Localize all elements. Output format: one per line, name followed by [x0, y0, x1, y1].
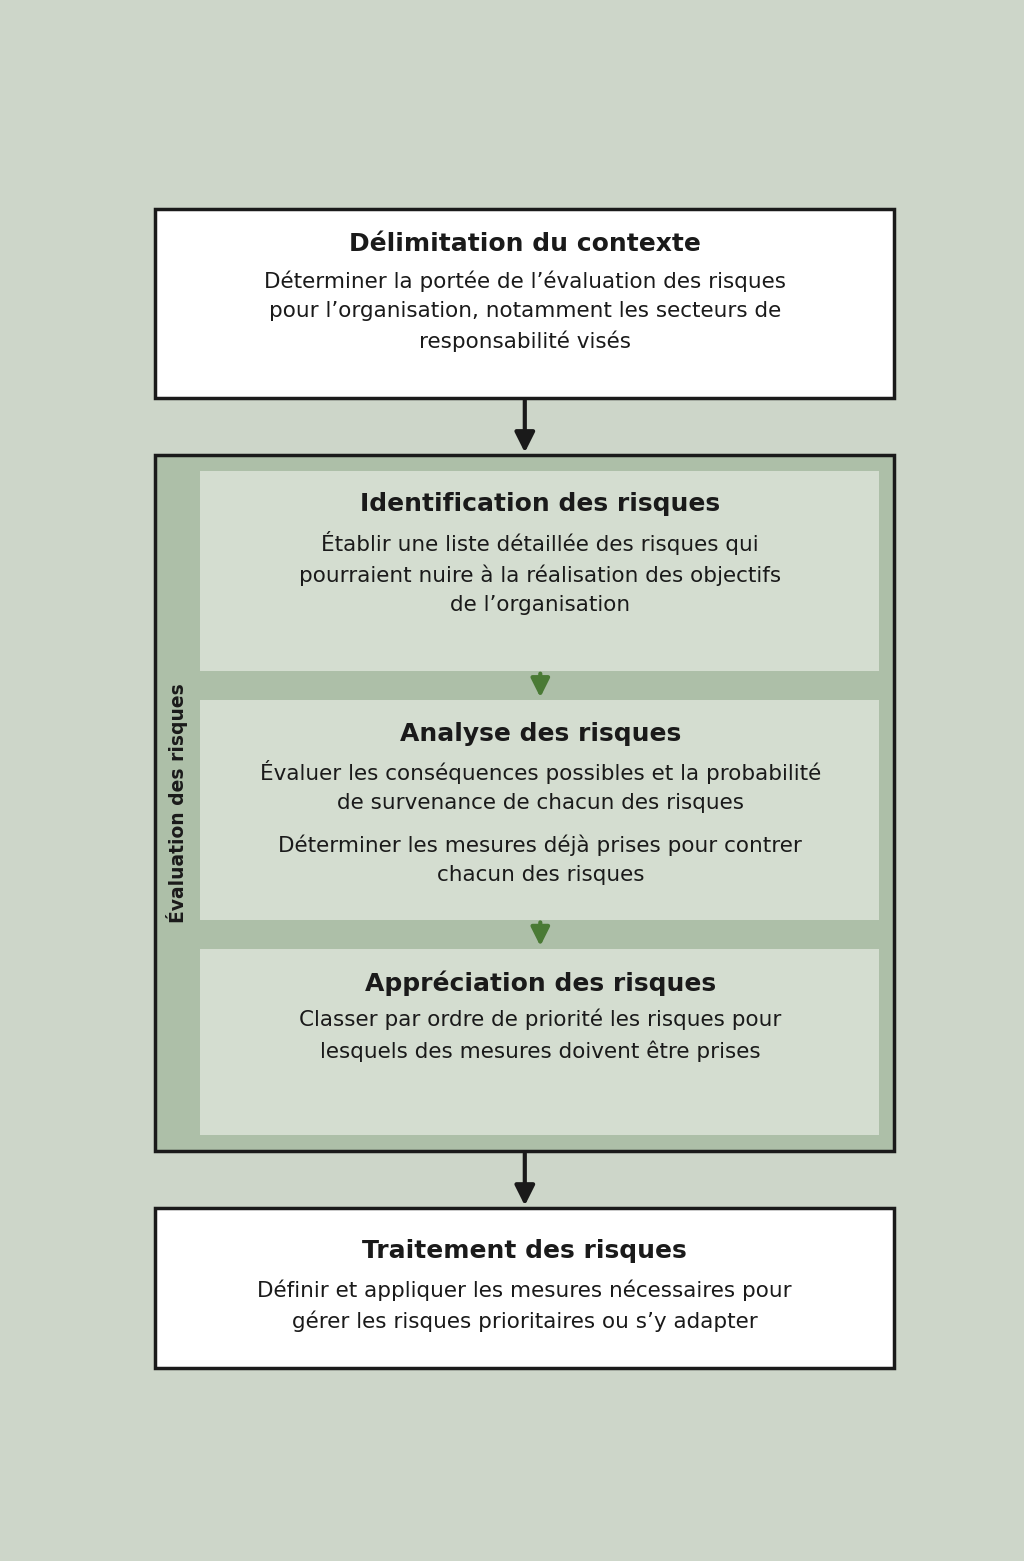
Text: Délimitation du contexte: Délimitation du contexte: [349, 233, 700, 256]
Bar: [200, 701, 879, 919]
Text: Appréciation des risques: Appréciation des risques: [365, 971, 716, 996]
Text: Identification des risques: Identification des risques: [360, 492, 720, 517]
Text: Déterminer les mesures déjà prises pour contrer
chacun des risques: Déterminer les mesures déjà prises pour …: [279, 835, 802, 885]
Text: Traitement des risques: Traitement des risques: [362, 1239, 687, 1263]
Bar: [155, 209, 895, 398]
Bar: [155, 456, 895, 1150]
Text: Classer par ordre de priorité les risques pour
lesquels des mesures doivent être: Classer par ordre de priorité les risque…: [299, 1008, 781, 1061]
Text: Définir et appliquer les mesures nécessaires pour
gérer les risques prioritaires: Définir et appliquer les mesures nécessa…: [257, 1278, 793, 1332]
Text: Déterminer la portée de l’évaluation des risques
pour l’organisation, notamment : Déterminer la portée de l’évaluation des…: [264, 270, 785, 351]
Text: Établir une liste détaillée des risques qui
pourraient nuire à la réalisation de: Établir une liste détaillée des risques …: [299, 531, 781, 615]
Text: Évaluation des risques: Évaluation des risques: [166, 684, 187, 923]
Bar: [200, 471, 879, 671]
Bar: [200, 949, 879, 1135]
Bar: [155, 1208, 895, 1367]
Text: Analyse des risques: Analyse des risques: [399, 721, 681, 746]
Text: Évaluer les conséquences possibles et la probabilité
de survenance de chacun des: Évaluer les conséquences possibles et la…: [260, 760, 821, 813]
